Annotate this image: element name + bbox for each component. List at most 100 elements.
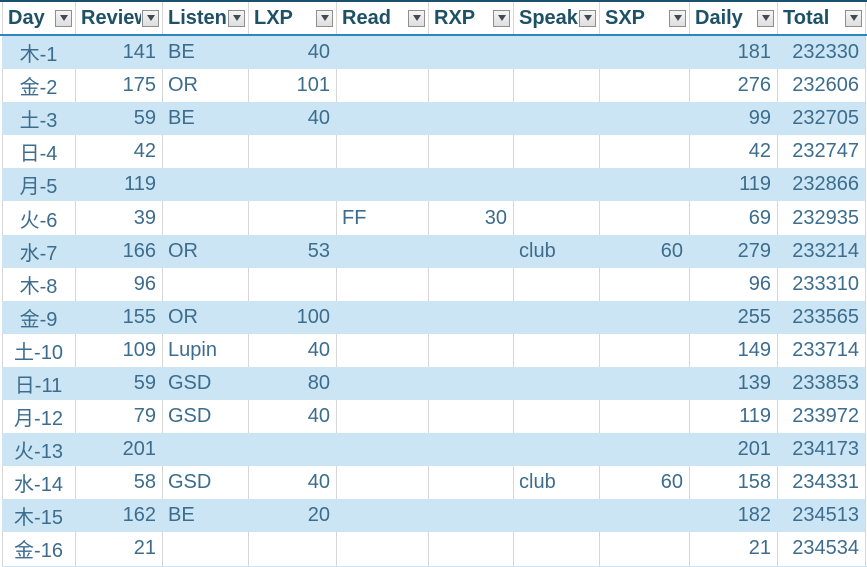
cell-review[interactable]: 58 [76,466,163,500]
cell-rxp[interactable] [429,234,514,268]
cell-sxp[interactable] [600,102,690,136]
cell-listen[interactable]: OR [163,300,249,334]
cell-read[interactable] [337,234,429,268]
cell-day[interactable]: 土-10 [2,333,76,367]
cell-day[interactable]: 土-3 [2,102,76,136]
cell-read[interactable] [337,168,429,202]
cell-day[interactable]: 木-1 [2,36,76,70]
cell-sxp[interactable] [600,267,690,301]
cell-review[interactable]: 201 [76,433,163,467]
cell-daily[interactable]: 99 [690,102,778,136]
filter-dropdown-button-listen[interactable] [228,9,245,27]
cell-speak[interactable] [514,135,600,169]
cell-sxp[interactable] [600,333,690,367]
cell-listen[interactable]: BE [163,102,249,136]
cell-speak[interactable] [514,267,600,301]
cell-review[interactable]: 166 [76,234,163,268]
cell-read[interactable] [337,532,429,566]
cell-lxp[interactable]: 40 [249,400,337,434]
header-cell-daily[interactable]: Daily [690,2,778,34]
cell-read[interactable] [337,499,429,533]
cell-rxp[interactable] [429,267,514,301]
cell-listen[interactable]: Lupin [163,333,249,367]
cell-review[interactable]: 79 [76,400,163,434]
cell-lxp[interactable] [249,433,337,467]
cell-lxp[interactable] [249,168,337,202]
cell-rxp[interactable] [429,300,514,334]
cell-lxp[interactable] [249,135,337,169]
cell-lxp[interactable]: 80 [249,366,337,401]
cell-speak[interactable] [514,69,600,103]
cell-day[interactable]: 火-13 [2,433,76,467]
cell-read[interactable] [337,433,429,467]
cell-speak[interactable] [514,400,600,434]
filter-dropdown-button-speak[interactable] [579,9,596,27]
cell-total[interactable]: 234173 [778,433,866,467]
cell-sxp[interactable] [600,532,690,566]
cell-lxp[interactable]: 40 [249,333,337,367]
cell-rxp[interactable] [429,69,514,103]
cell-listen[interactable] [163,201,249,235]
cell-listen[interactable] [163,433,249,467]
cell-lxp[interactable]: 20 [249,499,337,533]
header-cell-total[interactable]: Total [778,2,866,34]
cell-day[interactable]: 火-6 [2,201,76,235]
cell-daily[interactable]: 119 [690,168,778,202]
cell-rxp[interactable] [429,466,514,500]
cell-read[interactable] [337,333,429,367]
cell-listen[interactable] [163,267,249,301]
cell-lxp[interactable] [249,532,337,566]
header-cell-listen[interactable]: Listen [163,2,249,34]
filter-dropdown-button-day[interactable] [55,9,72,27]
filter-dropdown-button-lxp[interactable] [316,9,333,27]
cell-review[interactable]: 59 [76,366,163,401]
cell-daily[interactable]: 181 [690,36,778,70]
cell-sxp[interactable] [600,135,690,169]
cell-day[interactable]: 金-2 [2,69,76,103]
cell-review[interactable]: 39 [76,201,163,235]
cell-sxp[interactable] [600,36,690,70]
cell-daily[interactable]: 158 [690,466,778,500]
cell-total[interactable]: 232606 [778,69,866,103]
cell-total[interactable]: 232330 [778,36,866,70]
cell-speak[interactable] [514,201,600,235]
cell-day[interactable]: 日-4 [2,135,76,169]
cell-sxp[interactable] [600,433,690,467]
cell-listen[interactable]: OR [163,234,249,268]
cell-total[interactable]: 233714 [778,333,866,367]
cell-read[interactable] [337,466,429,500]
cell-review[interactable]: 175 [76,69,163,103]
cell-total[interactable]: 233310 [778,267,866,301]
cell-lxp[interactable]: 100 [249,300,337,334]
cell-read[interactable] [337,36,429,70]
cell-listen[interactable] [163,532,249,566]
cell-daily[interactable]: 201 [690,433,778,467]
cell-rxp[interactable] [429,135,514,169]
cell-lxp[interactable]: 101 [249,69,337,103]
cell-speak[interactable] [514,36,600,70]
header-cell-read[interactable]: Read [337,2,429,34]
cell-sxp[interactable] [600,201,690,235]
cell-lxp[interactable]: 53 [249,234,337,268]
cell-listen[interactable]: GSD [163,466,249,500]
cell-speak[interactable]: club [514,234,600,268]
cell-rxp[interactable] [429,433,514,467]
cell-speak[interactable] [514,366,600,401]
cell-day[interactable]: 金-9 [2,300,76,334]
header-cell-rxp[interactable]: RXP [429,2,514,34]
cell-lxp[interactable] [249,201,337,235]
cell-review[interactable]: 155 [76,300,163,334]
filter-dropdown-button-review[interactable] [142,9,159,27]
cell-day[interactable]: 木-15 [2,499,76,533]
cell-review[interactable]: 162 [76,499,163,533]
cell-daily[interactable]: 119 [690,400,778,434]
cell-listen[interactable]: GSD [163,366,249,401]
cell-daily[interactable]: 255 [690,300,778,334]
cell-review[interactable]: 141 [76,36,163,70]
header-cell-review[interactable]: Review [76,2,163,34]
cell-sxp[interactable] [600,499,690,533]
header-cell-day[interactable]: Day [2,2,76,34]
cell-speak[interactable] [514,102,600,136]
cell-speak[interactable] [514,433,600,467]
cell-sxp[interactable] [600,69,690,103]
